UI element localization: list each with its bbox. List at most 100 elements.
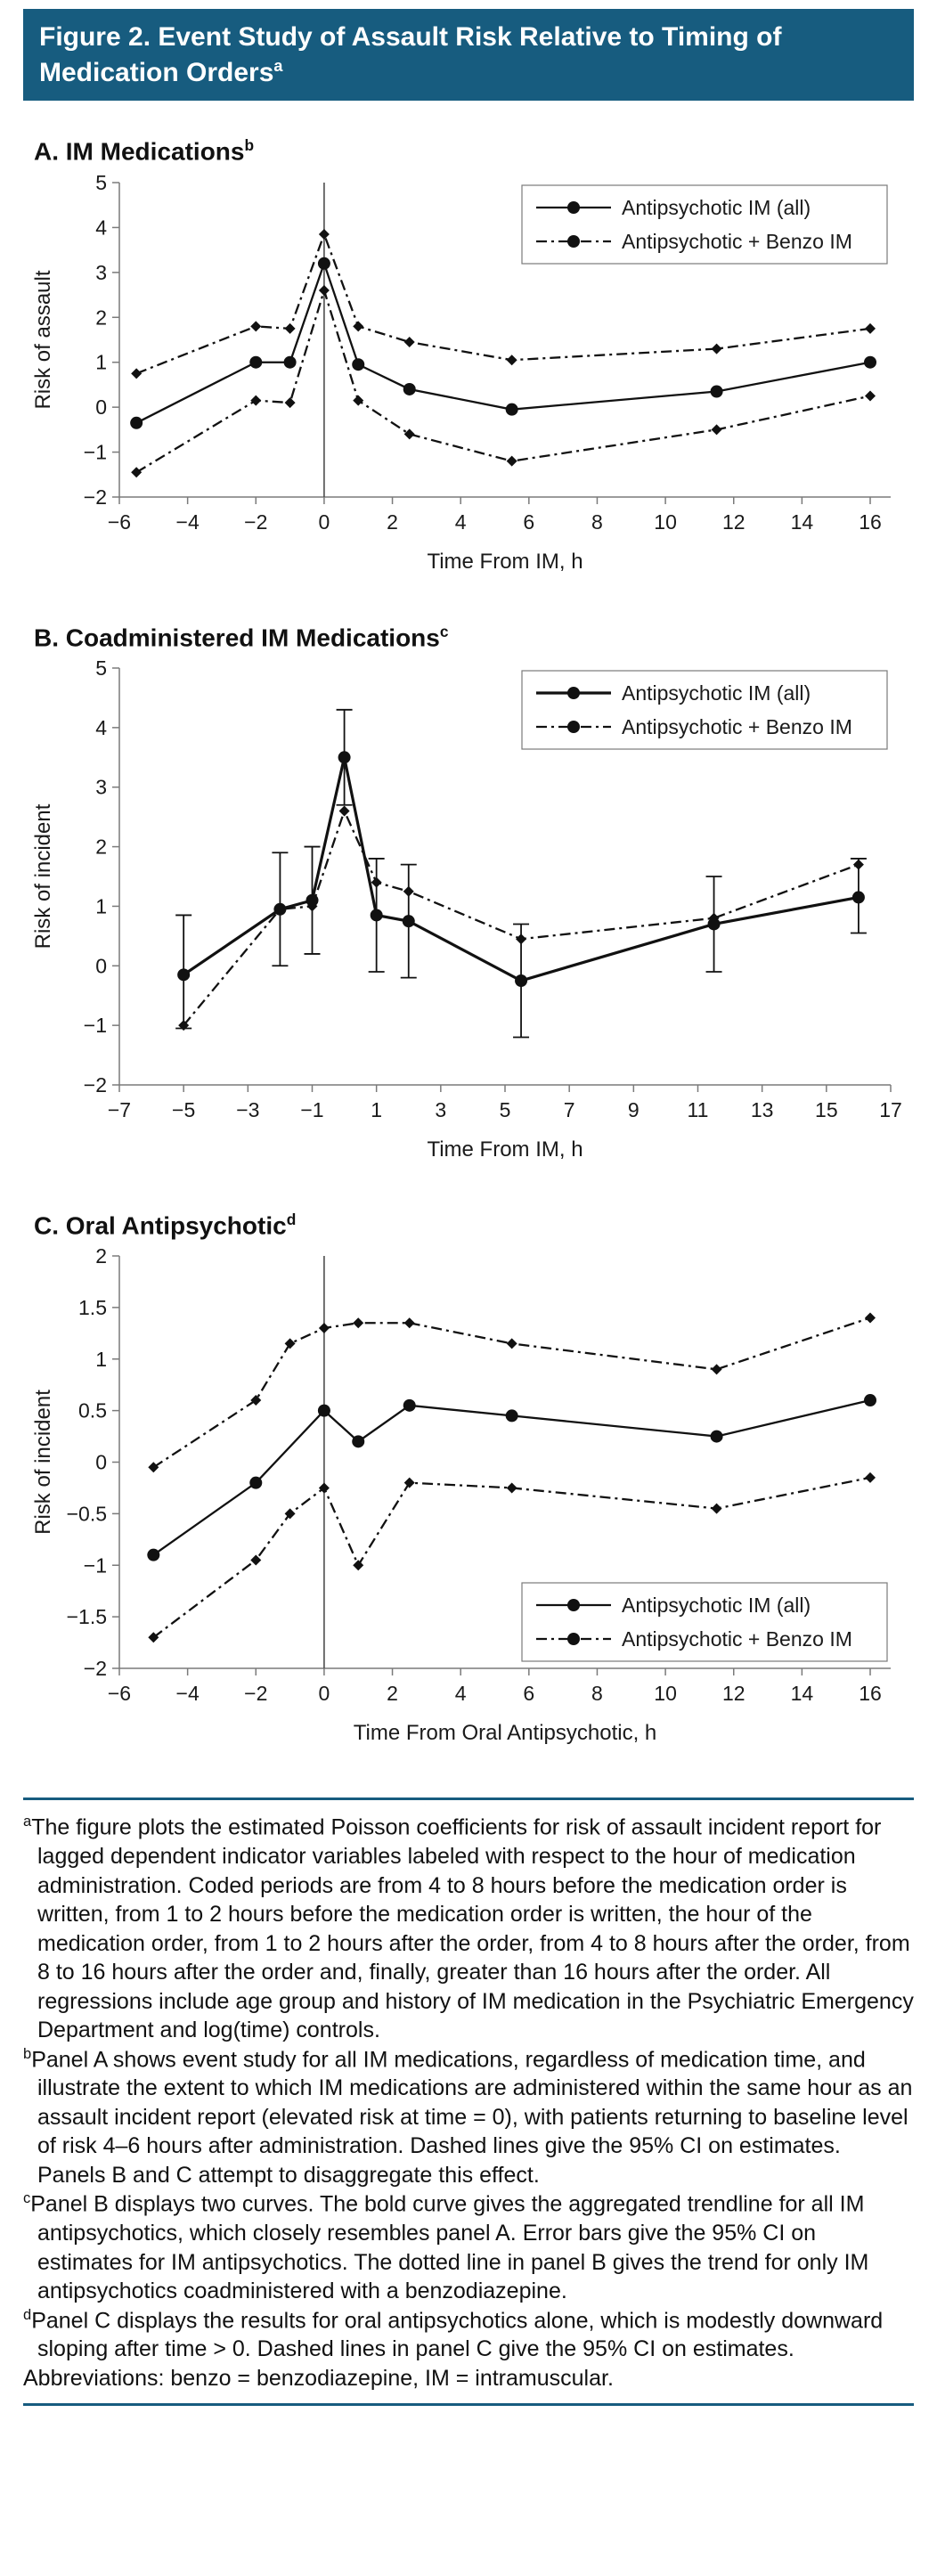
- series-line: [135, 286, 871, 473]
- axis-tick-label: −2: [244, 510, 267, 534]
- data-point-marker: [353, 395, 364, 406]
- legend-box: [521, 1582, 888, 1662]
- data-point-marker: [317, 1404, 330, 1417]
- data-point-marker: [318, 228, 330, 240]
- data-point-marker: [505, 1409, 518, 1423]
- axis-tick-label: 13: [751, 1098, 774, 1121]
- legend-box: [521, 183, 888, 265]
- footnote-b-marker: b: [23, 2045, 32, 2062]
- data-point-marker: [352, 1435, 365, 1448]
- y-axis-label: Risk of assault: [31, 270, 55, 409]
- axis-tick-label: −1: [84, 440, 107, 463]
- data-point-marker: [864, 355, 877, 369]
- data-point-marker: [352, 357, 365, 371]
- data-point-marker: [177, 968, 191, 982]
- data-point-marker: [318, 1482, 330, 1494]
- figure-title-superscript: a: [273, 56, 283, 75]
- footnote-d: dPanel C displays the results for oral a…: [23, 2306, 914, 2364]
- series-Antipsychotic IM (all): [130, 257, 877, 429]
- panel-a-title: A. IM Medications: [34, 137, 245, 166]
- data-point-marker: [710, 385, 723, 398]
- data-point-marker: [506, 354, 517, 365]
- axis-tick-label: −2: [84, 1657, 107, 1680]
- x-axis-label: Time From IM, h: [427, 550, 583, 574]
- axis-tick-label: 1: [371, 1098, 382, 1121]
- panel-c-title-sup: d: [286, 1210, 297, 1228]
- axis-tick-label: 6: [523, 510, 534, 534]
- axis-tick-label: 5: [95, 656, 107, 680]
- panel-c-title: C. Oral Antipsychotic: [34, 1211, 287, 1240]
- axis-tick-label: 0: [95, 395, 107, 419]
- data-point-marker: [250, 320, 262, 331]
- legend-marker: [567, 234, 580, 248]
- data-point-marker: [515, 974, 528, 987]
- axis-tick-label: −6: [108, 510, 131, 534]
- series-Antipsychotic + Benzo IM: [148, 1312, 876, 1473]
- legend-label: Antipsychotic + Benzo IM: [622, 230, 852, 253]
- axis-tick-label: 1: [95, 894, 107, 917]
- series-line: [152, 1399, 871, 1556]
- data-point-marker: [306, 893, 319, 907]
- axis-tick-label: −3: [236, 1098, 259, 1121]
- data-point-marker: [148, 1462, 159, 1473]
- panel-c-chart: −2 −1.5 −1 −0.5 0 0.5 1 1.5 2 −6 −4 −2 0 2 4 6 8 10 12 14 16…: [31, 1244, 891, 1745]
- axis-tick-label: 12: [722, 510, 746, 534]
- axis-tick-label: 14: [791, 1682, 814, 1705]
- data-point-marker: [505, 403, 518, 416]
- footnote-d-text: Panel C displays the results for oral an…: [31, 2307, 884, 2362]
- axis-tick-label: 3: [95, 776, 107, 799]
- axis-tick-label: 2: [95, 306, 107, 329]
- panel-a-heading: A. IM Medicationsb: [34, 136, 914, 166]
- data-point-marker: [353, 320, 364, 331]
- x-axis-label: Time From Oral Antipsychotic, h: [354, 1721, 657, 1745]
- data-point-marker: [711, 1503, 722, 1514]
- data-point-marker: [250, 1395, 262, 1406]
- axes: −2 −1.5 −1 −0.5 0 0.5 1 1.5 2 −6 −4 −2 0 2 4 6 8 10 12 14 16: [67, 1244, 891, 1705]
- data-point-marker: [403, 1477, 415, 1488]
- axis-tick-label: 3: [435, 1098, 446, 1121]
- axis-tick-label: 2: [95, 835, 107, 858]
- axis-tick-label: 11: [688, 1098, 709, 1121]
- axis-tick-label: −0.5: [67, 1503, 107, 1526]
- data-point-marker: [250, 395, 262, 406]
- axis-tick-label: 4: [95, 716, 107, 739]
- legend-marker: [567, 686, 580, 699]
- data-point-marker: [148, 1632, 159, 1643]
- figure-title-banner: Figure 2. Event Study of Assault Risk Re…: [23, 9, 914, 102]
- legend-marker: [567, 1599, 580, 1612]
- axis-tick-label: 5: [500, 1098, 511, 1121]
- data-point-marker: [131, 367, 143, 379]
- data-point-marker: [865, 390, 876, 402]
- axis-tick-label: 16: [859, 1682, 882, 1705]
- footnotes-section: aThe figure plots the estimated Poisson …: [23, 1797, 914, 2393]
- axis-tick-label: 10: [654, 510, 677, 534]
- axis-tick-label: 5: [95, 171, 107, 194]
- series-Antipsychotic IM (all): [175, 708, 867, 1039]
- data-point-marker: [403, 336, 415, 347]
- footnote-d-marker: d: [23, 2306, 32, 2323]
- data-point-marker: [403, 428, 415, 439]
- data-point-marker: [851, 891, 865, 904]
- axis-tick-label: −2: [84, 1073, 107, 1096]
- data-point-marker: [506, 1482, 517, 1494]
- data-point-marker: [710, 1430, 723, 1443]
- footnote-c: cPanel B displays two curves. The bold c…: [23, 2189, 914, 2305]
- panel-b-title-sup: c: [439, 622, 449, 640]
- data-point-marker: [283, 355, 297, 369]
- axis-tick-label: 0: [95, 954, 107, 977]
- legend: Antipsychotic IM (all) Antipsychotic + Be…: [521, 183, 888, 265]
- data-point-marker: [317, 257, 330, 270]
- figure-title-line2: Medication Orders: [39, 57, 274, 87]
- y-axis-label: Risk of incident: [31, 1390, 55, 1535]
- data-point-marker: [403, 1317, 415, 1329]
- axis-tick-label: 9: [628, 1098, 640, 1121]
- data-point-marker: [403, 382, 416, 395]
- axis-tick-label: 8: [591, 1682, 603, 1705]
- axis-tick-label: 0.5: [78, 1399, 107, 1423]
- panel-c-heading: C. Oral Antipsychoticd: [34, 1211, 914, 1240]
- legend-label: Antipsychotic + Benzo IM: [622, 1627, 852, 1651]
- data-point-marker: [865, 322, 876, 334]
- axis-tick-label: 1: [95, 1348, 107, 1371]
